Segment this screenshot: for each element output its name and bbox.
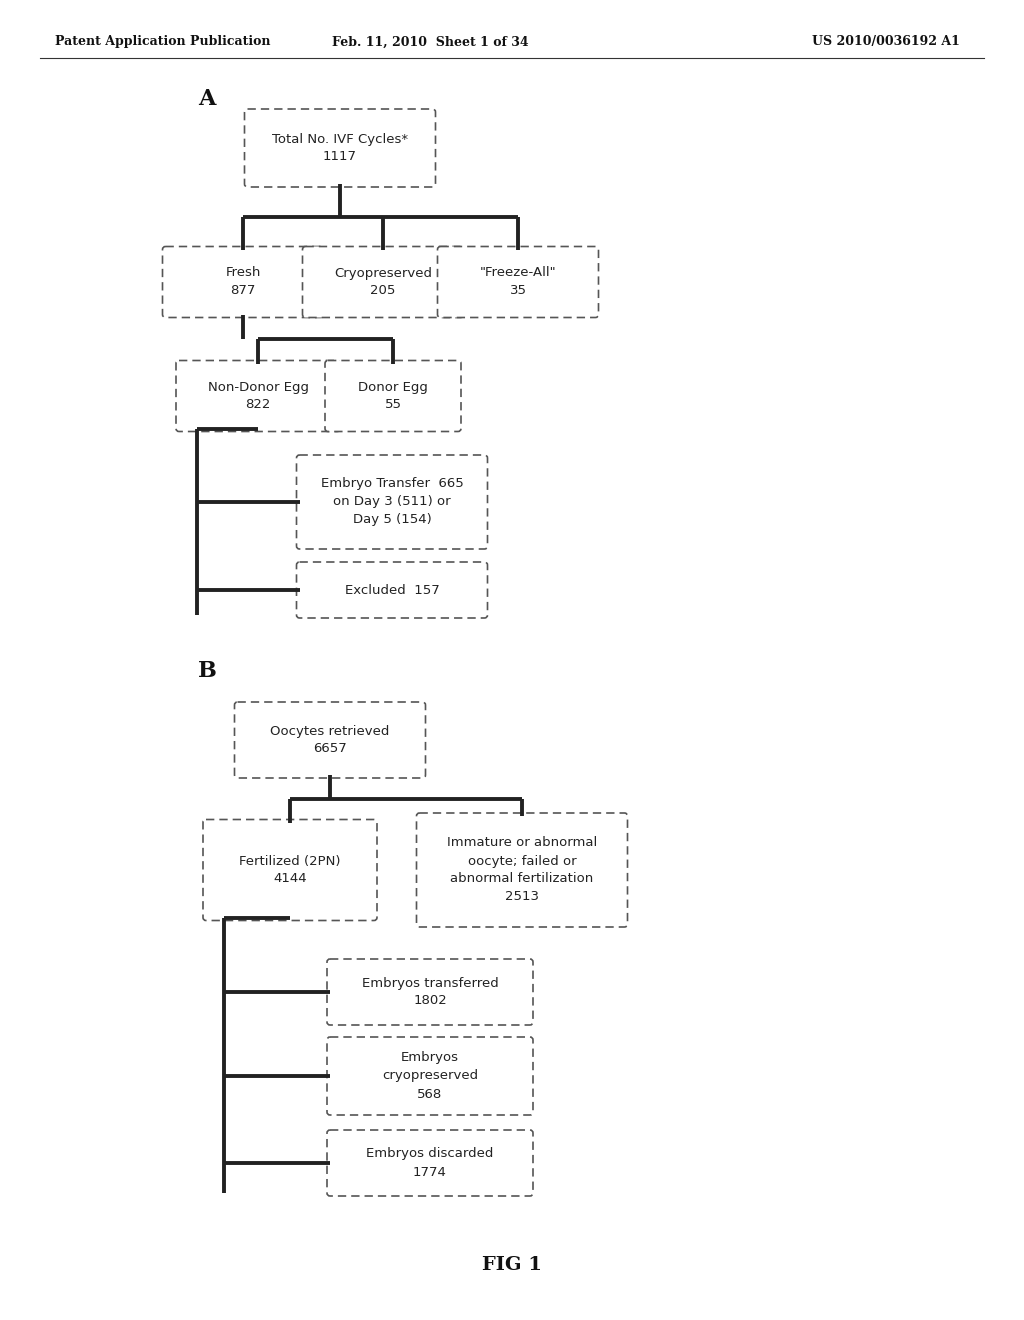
FancyBboxPatch shape [297,562,487,618]
Text: Cryopreserved
205: Cryopreserved 205 [334,267,432,297]
Text: Fresh
877: Fresh 877 [225,267,261,297]
Text: Total No. IVF Cycles*
1117: Total No. IVF Cycles* 1117 [272,132,408,164]
FancyBboxPatch shape [203,820,377,920]
Text: Embryos
cryopreserved
568: Embryos cryopreserved 568 [382,1052,478,1101]
FancyBboxPatch shape [417,813,628,927]
Text: Non-Donor Egg
822: Non-Donor Egg 822 [208,380,308,412]
Text: Embryos discarded
1774: Embryos discarded 1774 [367,1147,494,1179]
Text: Fertilized (2PN)
4144: Fertilized (2PN) 4144 [240,854,341,886]
Text: "Freeze-All"
35: "Freeze-All" 35 [479,267,556,297]
Text: Embryos transferred
1802: Embryos transferred 1802 [361,977,499,1007]
Text: Feb. 11, 2010  Sheet 1 of 34: Feb. 11, 2010 Sheet 1 of 34 [332,36,528,49]
FancyBboxPatch shape [302,247,464,318]
FancyBboxPatch shape [176,360,340,432]
FancyBboxPatch shape [327,1130,534,1196]
FancyBboxPatch shape [437,247,598,318]
FancyBboxPatch shape [297,455,487,549]
Text: Immature or abnormal
oocyte; failed or
abnormal fertilization
2513: Immature or abnormal oocyte; failed or a… [446,837,597,903]
Text: Patent Application Publication: Patent Application Publication [55,36,270,49]
Text: Donor Egg
55: Donor Egg 55 [358,380,428,412]
Text: Embryo Transfer  665
on Day 3 (511) or
Day 5 (154): Embryo Transfer 665 on Day 3 (511) or Da… [321,478,464,527]
FancyBboxPatch shape [327,1038,534,1115]
FancyBboxPatch shape [163,247,324,318]
Text: Excluded  157: Excluded 157 [345,583,439,597]
FancyBboxPatch shape [245,110,435,187]
FancyBboxPatch shape [234,702,426,777]
Text: Oocytes retrieved
6657: Oocytes retrieved 6657 [270,725,390,755]
FancyBboxPatch shape [327,960,534,1026]
Text: A: A [198,88,215,110]
Text: B: B [198,660,217,682]
Text: FIG 1: FIG 1 [482,1257,542,1274]
FancyBboxPatch shape [325,360,461,432]
Text: US 2010/0036192 A1: US 2010/0036192 A1 [812,36,961,49]
